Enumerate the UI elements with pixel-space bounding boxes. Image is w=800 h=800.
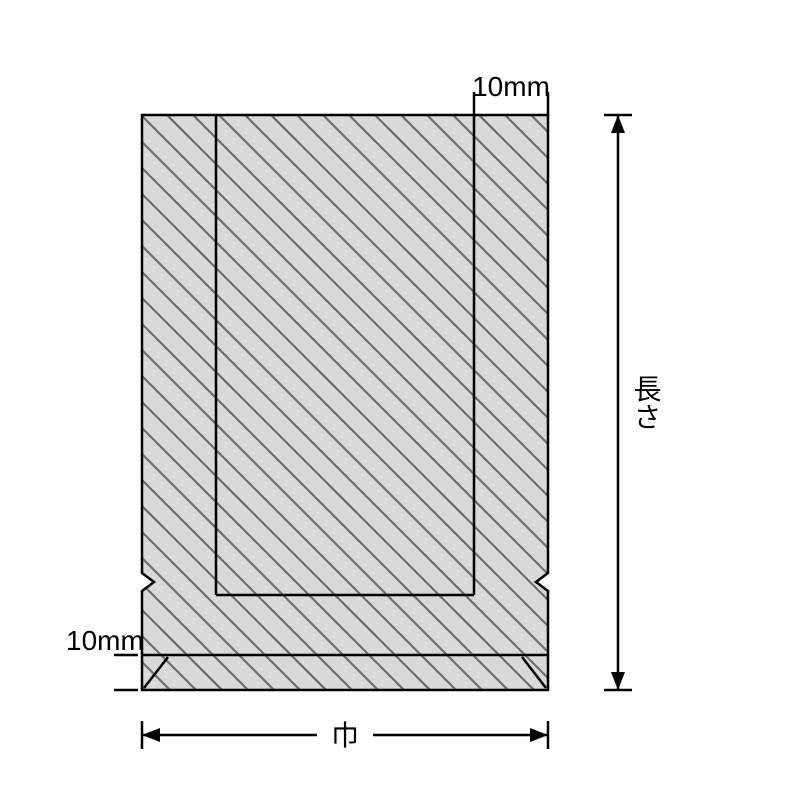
- arrowhead: [530, 728, 548, 742]
- bottom-seal-label: 10mm: [66, 625, 144, 656]
- arrowhead: [142, 728, 160, 742]
- top-seal-label: 10mm: [472, 71, 550, 102]
- width-label: 巾: [331, 720, 359, 751]
- arrowhead: [611, 672, 625, 690]
- length-label: 長さ: [631, 375, 662, 431]
- arrowhead: [611, 115, 625, 133]
